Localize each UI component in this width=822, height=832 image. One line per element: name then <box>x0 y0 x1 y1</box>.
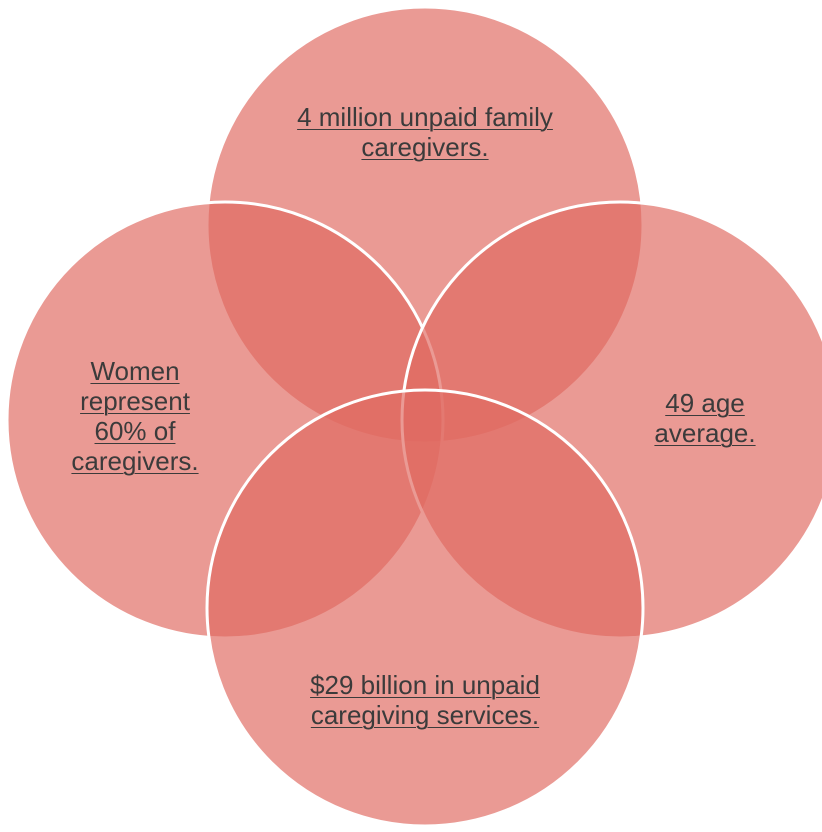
label-bottom-text: $29 billion in unpaid <box>310 670 540 700</box>
label-left-text: caregivers. <box>71 446 199 476</box>
label-right-line: 49 age <box>600 388 810 418</box>
label-right-text: 49 age <box>665 388 745 418</box>
circle-bottom <box>205 388 645 828</box>
label-right[interactable]: 49 age average. <box>600 388 810 448</box>
label-left-text: represent <box>80 386 190 416</box>
label-bottom-line: $29 billion in unpaid <box>210 670 640 700</box>
label-left-line: caregivers. <box>20 446 250 476</box>
label-top-line: 4 million unpaid family <box>210 102 640 132</box>
label-bottom-line: caregiving services. <box>210 700 640 730</box>
label-left-line: Women <box>20 356 250 386</box>
label-top-line: caregivers. <box>210 132 640 162</box>
label-top-text: caregivers. <box>361 132 489 162</box>
label-right-text: average. <box>654 418 756 448</box>
label-left-line: represent <box>20 386 250 416</box>
label-left[interactable]: Women represent 60% of caregivers. <box>20 356 250 476</box>
label-left-text: Women <box>90 356 180 386</box>
label-bottom-text: caregiving services <box>310 700 532 730</box>
label-left-text: 60% of <box>94 416 176 446</box>
label-bottom-text: . <box>531 700 540 730</box>
label-top[interactable]: 4 million unpaid family caregivers. <box>210 102 640 162</box>
label-top-text: 4 million unpaid family <box>297 102 553 132</box>
label-right-line: average. <box>600 418 810 448</box>
label-bottom[interactable]: $29 billion in unpaid caregiving services… <box>210 670 640 730</box>
label-left-line: 60% of <box>20 416 250 446</box>
